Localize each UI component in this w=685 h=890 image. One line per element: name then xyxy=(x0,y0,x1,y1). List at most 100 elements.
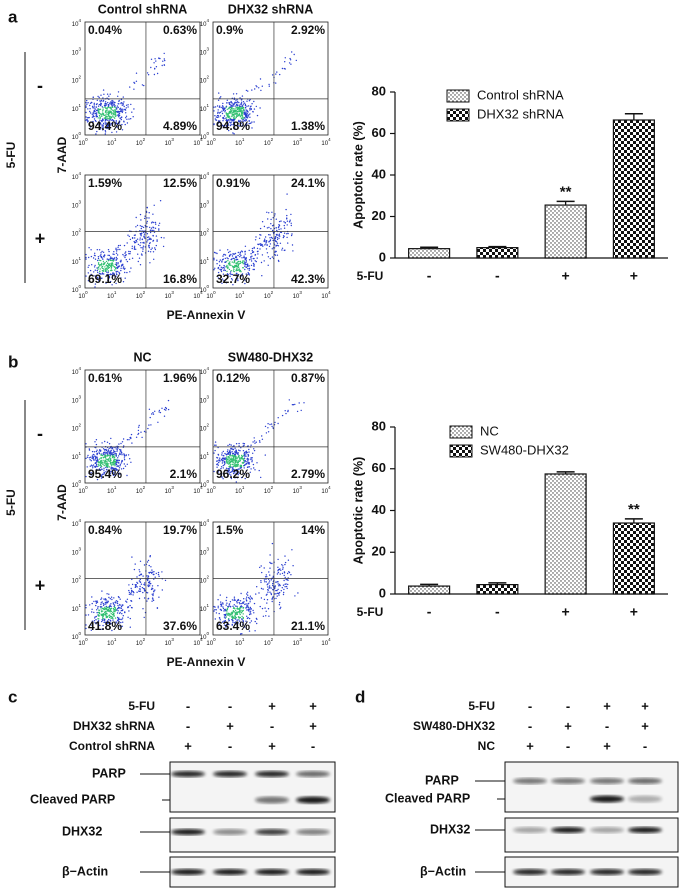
event-dot xyxy=(259,470,260,471)
event-dot xyxy=(262,86,263,87)
event-dot xyxy=(256,442,257,443)
event-dot xyxy=(287,224,288,225)
event-dot xyxy=(111,100,112,101)
event-dot xyxy=(282,565,283,566)
condition-sign: + xyxy=(526,738,534,753)
event-dot xyxy=(122,110,123,111)
event-dot xyxy=(111,462,112,463)
event-dot xyxy=(266,212,267,213)
event-dot xyxy=(283,580,284,581)
event-dot xyxy=(236,464,237,465)
event-dot xyxy=(113,450,114,451)
event-dot xyxy=(233,117,234,118)
column-title: DHX32 shRNA xyxy=(228,2,313,16)
event-dot xyxy=(126,272,127,273)
event-dot xyxy=(158,58,159,59)
event-dot xyxy=(111,450,112,451)
event-dot xyxy=(108,96,109,97)
flow-plot: 0.9%2.92%94.8%1.38%100100101101102102103… xyxy=(200,18,331,146)
event-dot xyxy=(249,270,250,271)
event-dot xyxy=(101,442,102,443)
event-dot xyxy=(97,96,98,97)
event-dot xyxy=(92,603,93,604)
column-title: SW480-DHX32 xyxy=(228,350,313,364)
event-dot xyxy=(119,460,120,461)
event-dot xyxy=(147,428,148,429)
event-dot xyxy=(152,247,153,248)
event-dot xyxy=(117,457,118,458)
event-dot xyxy=(272,248,273,249)
event-dot xyxy=(133,89,134,90)
event-dot xyxy=(142,587,143,588)
tick-exponent: 2 xyxy=(143,137,146,142)
event-dot xyxy=(247,264,248,265)
event-dot xyxy=(249,259,250,260)
tick-exponent: 1 xyxy=(242,637,245,642)
event-dot xyxy=(162,61,163,62)
event-dot xyxy=(224,453,225,454)
event-dot xyxy=(278,583,279,584)
event-dot xyxy=(251,109,252,110)
event-dot xyxy=(127,464,128,465)
event-dot xyxy=(260,606,261,607)
event-dot xyxy=(146,222,147,223)
event-dot xyxy=(292,404,293,405)
event-dot xyxy=(245,109,246,110)
event-dot xyxy=(261,244,262,245)
event-dot xyxy=(148,424,149,425)
tick-exponent: 0 xyxy=(206,479,209,484)
event-dot xyxy=(269,241,270,242)
event-dot xyxy=(260,477,261,478)
condition-sign: + xyxy=(268,698,276,713)
event-dot xyxy=(132,584,133,585)
event-dot xyxy=(213,259,214,260)
condition-sign: + xyxy=(184,738,192,753)
event-dot xyxy=(291,223,292,224)
x-tick-label: 102 xyxy=(264,485,274,494)
event-dot xyxy=(100,268,101,269)
event-dot xyxy=(109,443,110,444)
event-dot xyxy=(103,460,104,461)
band-label: β−Actin xyxy=(420,864,466,878)
event-dot xyxy=(99,249,100,250)
band xyxy=(590,827,624,833)
event-dot xyxy=(150,417,151,418)
event-dot xyxy=(155,222,156,223)
event-dot xyxy=(153,591,154,592)
event-dot xyxy=(148,576,149,577)
y-tick-label: 100 xyxy=(200,131,210,140)
event-dot xyxy=(114,453,115,454)
event-dot xyxy=(229,102,230,103)
event-dot xyxy=(236,606,237,607)
event-dot xyxy=(103,256,104,257)
event-dot xyxy=(115,115,116,116)
event-dot xyxy=(110,94,111,95)
event-dot xyxy=(279,585,280,586)
band xyxy=(213,771,247,777)
event-dot xyxy=(116,250,117,251)
y-axis-label: Apoptotic rate (%) xyxy=(351,121,365,229)
event-dot xyxy=(221,267,222,268)
event-dot xyxy=(93,116,94,117)
event-dot xyxy=(285,222,286,223)
event-dot xyxy=(267,427,268,428)
event-dot xyxy=(151,230,152,231)
event-dot xyxy=(284,250,285,251)
event-dot xyxy=(105,110,106,111)
event-dot xyxy=(126,116,127,117)
event-dot xyxy=(87,108,88,109)
event-dot xyxy=(110,270,111,271)
event-dot xyxy=(266,581,267,582)
event-dot xyxy=(269,580,270,581)
event-dot xyxy=(230,606,231,607)
event-dot xyxy=(107,455,108,456)
x-tick-label: 101 xyxy=(107,485,117,494)
event-dot xyxy=(240,263,241,264)
band xyxy=(296,771,330,777)
significance: ** xyxy=(560,183,572,200)
event-dot xyxy=(113,597,114,598)
event-dot xyxy=(258,87,259,88)
event-dot xyxy=(163,246,164,247)
significance: ** xyxy=(628,501,640,518)
event-dot xyxy=(97,268,98,269)
